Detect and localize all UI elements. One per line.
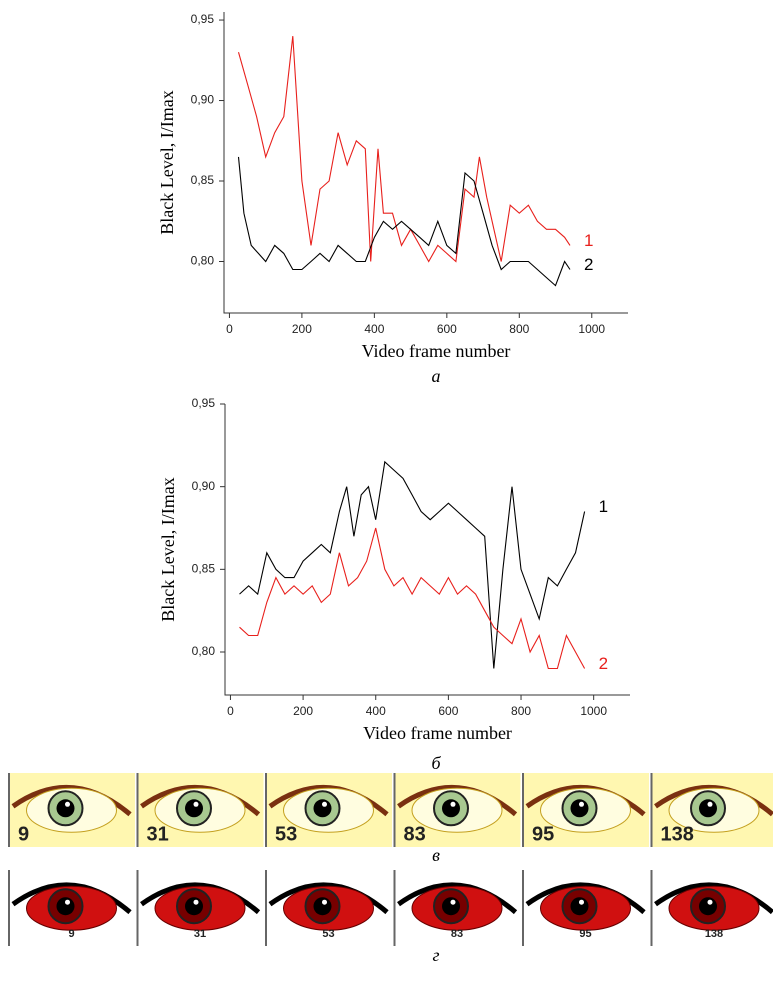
eyelid bbox=[654, 785, 773, 817]
x-tick-label: 1000 bbox=[580, 704, 607, 718]
series-label: 1 bbox=[599, 497, 608, 516]
eye-image: 53 bbox=[265, 870, 392, 946]
eye-image: 31 bbox=[136, 870, 264, 946]
series-label: 1 bbox=[584, 231, 593, 250]
eye-image: 9 bbox=[8, 773, 135, 847]
y-tick-label: 0,80 bbox=[192, 644, 216, 658]
x-tick-label: 600 bbox=[438, 704, 458, 718]
y-tick-label: 0,90 bbox=[191, 93, 215, 107]
glint bbox=[65, 899, 70, 905]
frame-number: 31 bbox=[147, 823, 169, 845]
eyelid bbox=[268, 882, 389, 915]
x-tick-label: 400 bbox=[366, 704, 386, 718]
frame-number: 53 bbox=[275, 823, 297, 845]
eyelid bbox=[140, 785, 261, 817]
x-tick-label: 400 bbox=[364, 322, 384, 336]
eye-image: 95 bbox=[522, 773, 649, 847]
x-axis-label: Video frame number bbox=[363, 723, 512, 743]
eye-image: 95 bbox=[522, 870, 649, 946]
glint bbox=[65, 801, 70, 807]
glint bbox=[707, 801, 713, 807]
pupil bbox=[699, 799, 717, 818]
eye-image: 9 bbox=[8, 870, 135, 946]
y-axis-label: Black Level, I/Imax bbox=[158, 477, 178, 621]
series-label: 2 bbox=[584, 255, 593, 274]
frame-number: 95 bbox=[579, 928, 591, 940]
caption: в bbox=[432, 845, 440, 865]
eye-image: 53 bbox=[265, 773, 392, 847]
glint bbox=[579, 801, 584, 807]
x-tick-label: 200 bbox=[292, 322, 312, 336]
pupil bbox=[442, 799, 460, 818]
frame-number: 95 bbox=[532, 823, 554, 845]
series-line bbox=[239, 527, 586, 670]
pupil bbox=[185, 799, 203, 818]
glint bbox=[450, 899, 456, 905]
caption: г bbox=[432, 945, 439, 965]
x-axis-label: Video frame number bbox=[362, 341, 511, 361]
frame-number: 31 bbox=[194, 928, 206, 940]
pupil bbox=[56, 799, 75, 818]
series-line bbox=[237, 36, 571, 263]
x-tick-label: 200 bbox=[293, 704, 313, 718]
glint bbox=[193, 801, 199, 807]
eyelid bbox=[140, 882, 261, 915]
y-tick-label: 0,80 bbox=[191, 254, 215, 268]
eye-image: 83 bbox=[393, 773, 521, 847]
caption: а bbox=[432, 366, 441, 386]
y-tick-label: 0,95 bbox=[192, 396, 216, 410]
axis bbox=[223, 12, 628, 314]
pupil bbox=[570, 897, 589, 916]
y-tick-label: 0,85 bbox=[191, 173, 215, 187]
frame-number: 9 bbox=[18, 823, 29, 845]
glint bbox=[322, 801, 327, 807]
eyelid bbox=[525, 785, 646, 817]
frame-number: 138 bbox=[661, 823, 694, 845]
eyelid bbox=[268, 785, 389, 817]
pupil bbox=[185, 897, 203, 916]
x-tick-label: 1000 bbox=[578, 322, 605, 336]
x-tick-label: 0 bbox=[226, 322, 233, 336]
eyelid bbox=[397, 785, 518, 817]
axis bbox=[224, 404, 630, 696]
frame-number: 138 bbox=[705, 928, 723, 940]
x-tick-label: 0 bbox=[227, 704, 234, 718]
y-tick-label: 0,90 bbox=[192, 479, 216, 493]
pupil bbox=[56, 897, 75, 916]
x-tick-label: 800 bbox=[511, 704, 531, 718]
y-tick-label: 0,95 bbox=[191, 12, 215, 26]
eyelid bbox=[11, 882, 132, 915]
caption: б bbox=[431, 753, 441, 773]
eyelid bbox=[397, 882, 518, 915]
pupil bbox=[313, 799, 332, 818]
y-axis-label: Black Level, I/Imax bbox=[157, 90, 177, 234]
x-tick-label: 800 bbox=[509, 322, 529, 336]
eye-image: 138 bbox=[650, 773, 773, 847]
y-tick-label: 0,85 bbox=[192, 562, 216, 576]
x-tick-label: 600 bbox=[437, 322, 457, 336]
frame-number: 83 bbox=[451, 928, 463, 940]
eye-image: 83 bbox=[393, 870, 521, 946]
pupil bbox=[570, 799, 589, 818]
eyelid bbox=[525, 882, 646, 915]
eyelid bbox=[654, 882, 773, 915]
frame-number: 53 bbox=[322, 928, 334, 940]
glint bbox=[579, 899, 584, 905]
pupil bbox=[313, 897, 332, 916]
pupil bbox=[699, 897, 717, 916]
eyelid bbox=[11, 785, 132, 817]
glint bbox=[322, 899, 327, 905]
glint bbox=[193, 899, 199, 905]
frame-number: 9 bbox=[68, 928, 74, 940]
glint bbox=[707, 899, 713, 905]
glint bbox=[450, 801, 456, 807]
eye-image: 138 bbox=[650, 870, 773, 946]
series-line bbox=[237, 156, 571, 287]
series-line bbox=[239, 460, 586, 669]
frame-number: 83 bbox=[404, 823, 426, 845]
pupil bbox=[442, 897, 460, 916]
eye-image: 31 bbox=[136, 773, 264, 847]
series-label: 2 bbox=[599, 654, 608, 673]
